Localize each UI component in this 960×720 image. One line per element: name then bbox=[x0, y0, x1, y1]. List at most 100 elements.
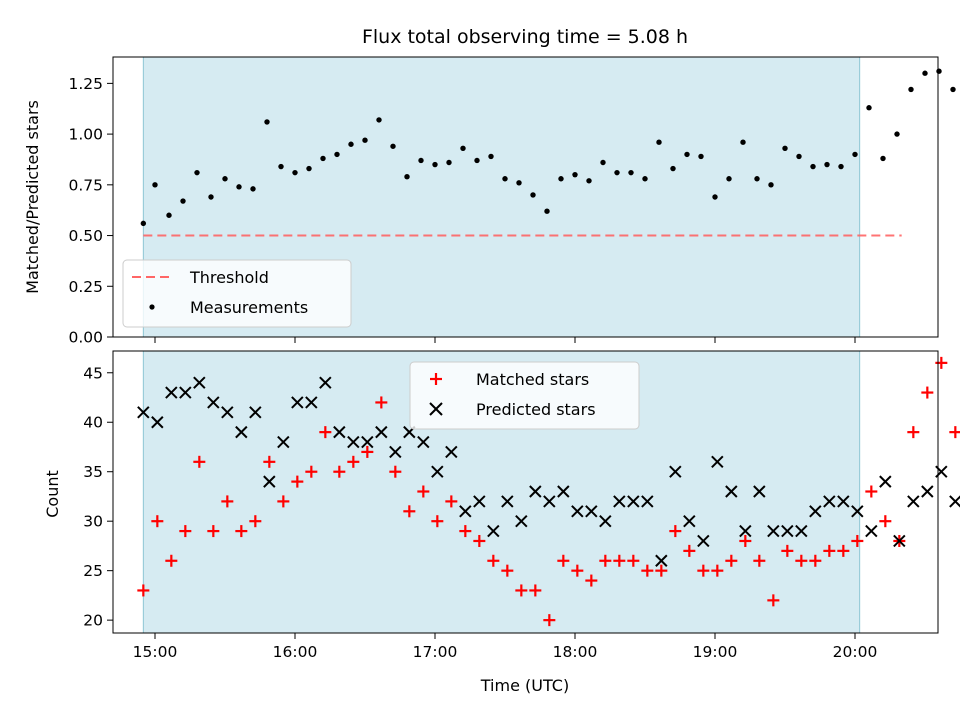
predicted-star-marker bbox=[207, 396, 220, 409]
predicted-star-marker bbox=[417, 435, 430, 449]
top-y-tick-label: 0.25 bbox=[68, 278, 103, 296]
measurement-point bbox=[446, 159, 452, 166]
predicted-star-marker bbox=[137, 406, 150, 419]
measurement-point bbox=[348, 141, 354, 147]
matched-star-marker bbox=[305, 465, 318, 478]
measurement-point bbox=[208, 194, 214, 200]
matched-star-marker bbox=[389, 465, 402, 478]
measurement-point bbox=[796, 153, 802, 160]
matched-star-marker bbox=[851, 534, 864, 547]
predicted-star-marker bbox=[893, 534, 906, 548]
bottom-panel: 20 25 30 35 40 45 15:00 16:00 17:00 18:00 19:00 20… bbox=[43, 350, 960, 695]
top-y-axis-label: Matched/Predicted stars bbox=[23, 100, 42, 294]
matched-star-marker bbox=[585, 574, 598, 587]
measurement-point bbox=[600, 159, 606, 166]
measurement-point bbox=[740, 139, 746, 145]
measurement-point bbox=[502, 176, 508, 182]
matched-star-marker bbox=[907, 426, 920, 439]
predicted-star-marker bbox=[291, 396, 304, 409]
matched-star-marker bbox=[487, 554, 500, 567]
measurement-point bbox=[922, 70, 928, 76]
measurement-point bbox=[656, 139, 662, 145]
predicted-star-marker bbox=[823, 495, 836, 508]
legend-threshold-label: Threshold bbox=[189, 268, 269, 287]
measurement-point bbox=[432, 161, 438, 168]
measurement-point bbox=[852, 151, 858, 158]
measurement-point bbox=[838, 163, 844, 170]
matched-star-marker bbox=[697, 564, 710, 577]
measurement-point bbox=[404, 174, 410, 180]
measurement-point bbox=[950, 86, 956, 93]
predicted-star-marker bbox=[487, 524, 500, 538]
predicted-star-marker bbox=[543, 495, 556, 508]
top-axes-frame bbox=[112, 56, 939, 338]
matched-star-marker bbox=[641, 564, 654, 577]
predicted-star-marker bbox=[753, 485, 766, 498]
measurement-point bbox=[334, 151, 340, 158]
predicted-star-marker bbox=[683, 514, 696, 528]
measurement-point bbox=[670, 165, 676, 172]
matched-star-marker bbox=[753, 554, 766, 567]
predicted-star-marker bbox=[151, 416, 164, 429]
bottom-y-tick-label: 35 bbox=[83, 463, 103, 481]
matched-star-marker bbox=[431, 515, 444, 528]
matched-star-marker bbox=[291, 475, 304, 488]
predicted-star-marker bbox=[165, 386, 178, 399]
predicted-star-marker bbox=[571, 505, 584, 518]
predicted-star-marker bbox=[445, 445, 458, 459]
bottom-x-tick-label: 20:00 bbox=[833, 643, 878, 661]
predicted-star-marker bbox=[375, 425, 388, 439]
bottom-x-tick-label: 17:00 bbox=[413, 643, 458, 661]
top-y-tick-label: 1.25 bbox=[68, 75, 103, 93]
predicted-star-marker bbox=[921, 485, 934, 498]
predicted-star-marker bbox=[669, 465, 682, 478]
matched-star-marker bbox=[557, 554, 570, 567]
predicted-star-marker bbox=[879, 475, 892, 488]
matched-star-marker bbox=[473, 534, 486, 547]
matched-star-marker bbox=[445, 495, 458, 508]
matched-star-marker bbox=[179, 525, 192, 538]
matched-star-marker bbox=[921, 386, 934, 399]
predicted-star-marker bbox=[193, 376, 206, 389]
measurement-point bbox=[824, 161, 830, 168]
matched-star-marker bbox=[319, 426, 332, 439]
predicted-star-marker bbox=[347, 435, 360, 449]
matched-star-marker bbox=[333, 465, 346, 478]
predicted-star-marker bbox=[697, 534, 710, 548]
top-x-ticks bbox=[154, 337, 856, 343]
predicted-star-marker bbox=[459, 505, 472, 518]
predicted-star-marker bbox=[809, 505, 822, 518]
legend-predicted-label: Predicted stars bbox=[476, 400, 596, 419]
measurement-point bbox=[698, 153, 704, 160]
predicted-star-marker bbox=[333, 425, 346, 439]
measurement-point bbox=[586, 178, 592, 184]
predicted-star-marker bbox=[739, 524, 752, 538]
measurement-point bbox=[264, 119, 270, 125]
matched-star-marker bbox=[459, 525, 472, 538]
matched-star-marker bbox=[725, 554, 738, 567]
bottom-axes-frame bbox=[112, 350, 939, 634]
predicted-star-marker bbox=[277, 435, 290, 449]
matched-star-marker bbox=[417, 485, 430, 498]
matched-star-marker bbox=[263, 455, 276, 468]
matched-star-marker bbox=[235, 525, 248, 538]
measurement-point bbox=[320, 155, 326, 162]
measurement-point bbox=[614, 169, 620, 176]
matched-star-markers bbox=[137, 356, 960, 627]
bottom-x-tick-label: 19:00 bbox=[693, 643, 738, 661]
legend-matched-label: Matched stars bbox=[476, 370, 589, 389]
measurement-point bbox=[418, 157, 424, 164]
matched-star-marker bbox=[949, 426, 960, 439]
matched-star-marker bbox=[375, 396, 388, 409]
bottom-x-tick-label: 18:00 bbox=[553, 643, 598, 661]
matched-star-marker bbox=[543, 614, 556, 627]
predicted-star-marker bbox=[935, 465, 948, 478]
predicted-star-marker bbox=[725, 485, 738, 498]
measurement-point bbox=[516, 180, 522, 186]
matched-star-marker bbox=[879, 515, 892, 528]
matched-star-marker bbox=[627, 554, 640, 567]
measurement-point bbox=[390, 143, 396, 149]
measurement-point bbox=[712, 194, 718, 200]
matched-star-marker bbox=[823, 544, 836, 557]
